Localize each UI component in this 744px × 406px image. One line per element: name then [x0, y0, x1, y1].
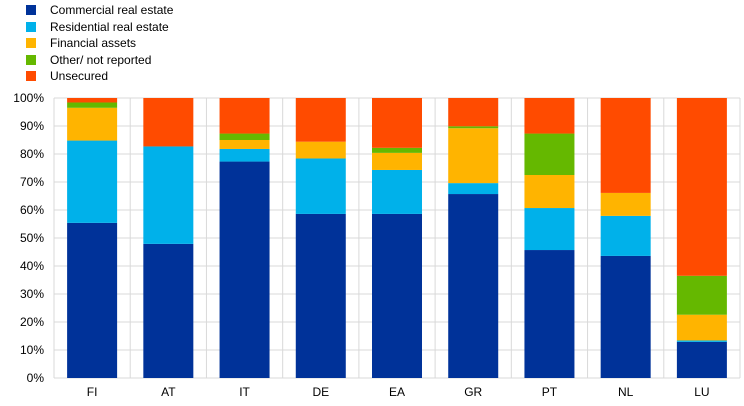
- bar-segment: [524, 208, 575, 251]
- bar-segment: [524, 250, 575, 378]
- y-tick-label: 40%: [20, 259, 44, 273]
- legend-item: Other/ not reported: [26, 52, 173, 69]
- y-tick-label: 0%: [27, 371, 45, 385]
- bar-segment: [67, 222, 118, 378]
- bar-segment: [143, 98, 194, 147]
- bar-segment: [448, 194, 499, 378]
- bar-segment: [219, 161, 270, 378]
- legend-label: Residential real estate: [50, 19, 169, 34]
- y-tick-label: 10%: [20, 343, 44, 357]
- bar-segment: [219, 148, 270, 162]
- legend-item: Commercial real estate: [26, 2, 173, 19]
- legend-item: Financial assets: [26, 35, 173, 52]
- legend: Commercial real estate Residential real e…: [26, 2, 173, 85]
- bar-segment: [676, 340, 727, 342]
- y-tick-label: 50%: [20, 231, 44, 245]
- bar-segment: [600, 255, 651, 378]
- bar-segment: [295, 98, 346, 142]
- bar-segment: [143, 146, 194, 244]
- bar-segment: [67, 98, 118, 103]
- y-tick-label: 80%: [20, 147, 44, 161]
- x-tick-label: AT: [161, 385, 176, 399]
- bar-segment: [524, 175, 575, 209]
- bar-segment: [67, 107, 118, 141]
- y-tick-label: 60%: [20, 203, 44, 217]
- bar-segment: [219, 133, 270, 140]
- legend-item: Residential real estate: [26, 19, 173, 36]
- legend-item: Unsecured: [26, 68, 173, 85]
- legend-swatch: [26, 54, 36, 65]
- legend-swatch: [26, 71, 36, 82]
- bar-segment: [600, 98, 651, 193]
- bar-segment: [676, 98, 727, 276]
- bar-segment: [295, 213, 346, 378]
- y-tick-label: 30%: [20, 287, 44, 301]
- bar-segment: [372, 169, 422, 214]
- x-tick-label: LU: [694, 385, 709, 399]
- x-tick-label: PT: [542, 385, 558, 399]
- legend-swatch: [26, 21, 36, 32]
- x-tick-label: NL: [618, 385, 634, 399]
- bar-segment: [219, 140, 270, 149]
- x-tick-label: DE: [312, 385, 329, 399]
- bar-segment: [295, 158, 346, 214]
- bar-segment: [372, 147, 422, 153]
- bar-segment: [524, 133, 575, 175]
- bar-segment: [676, 341, 727, 378]
- legend-label: Commercial real estate: [50, 3, 174, 18]
- legend-label: Financial assets: [50, 36, 137, 51]
- bar-segment: [600, 215, 651, 256]
- bar-segment: [67, 140, 118, 223]
- y-tick-label: 70%: [20, 175, 44, 189]
- x-tick-label: GR: [464, 385, 482, 399]
- legend-swatch: [26, 38, 36, 49]
- bar-segment: [448, 126, 499, 129]
- bar-segment: [448, 128, 499, 184]
- y-tick-label: 20%: [20, 315, 44, 329]
- bar-segment: [67, 102, 118, 108]
- legend-label: Other/ not reported: [50, 52, 152, 67]
- bar-segment: [372, 98, 422, 148]
- bar-segment: [143, 243, 194, 378]
- y-tick-label: 90%: [20, 119, 44, 133]
- bar-segment: [600, 192, 651, 216]
- bar-segment: [524, 98, 575, 134]
- bar-segment: [295, 141, 346, 159]
- bar-segment: [219, 98, 270, 134]
- bar-segment: [448, 98, 499, 127]
- x-tick-label: EA: [389, 385, 405, 399]
- bar-segment: [676, 314, 727, 341]
- bar-segment: [372, 213, 422, 378]
- x-tick-label: FI: [87, 385, 98, 399]
- bar-segment: [448, 183, 499, 195]
- legend-label: Unsecured: [50, 69, 109, 84]
- bar-segment: [372, 152, 422, 170]
- legend-swatch: [26, 5, 36, 16]
- x-tick-label: IT: [239, 385, 250, 399]
- y-tick-label: 100%: [13, 91, 44, 105]
- bar-segment: [676, 275, 727, 315]
